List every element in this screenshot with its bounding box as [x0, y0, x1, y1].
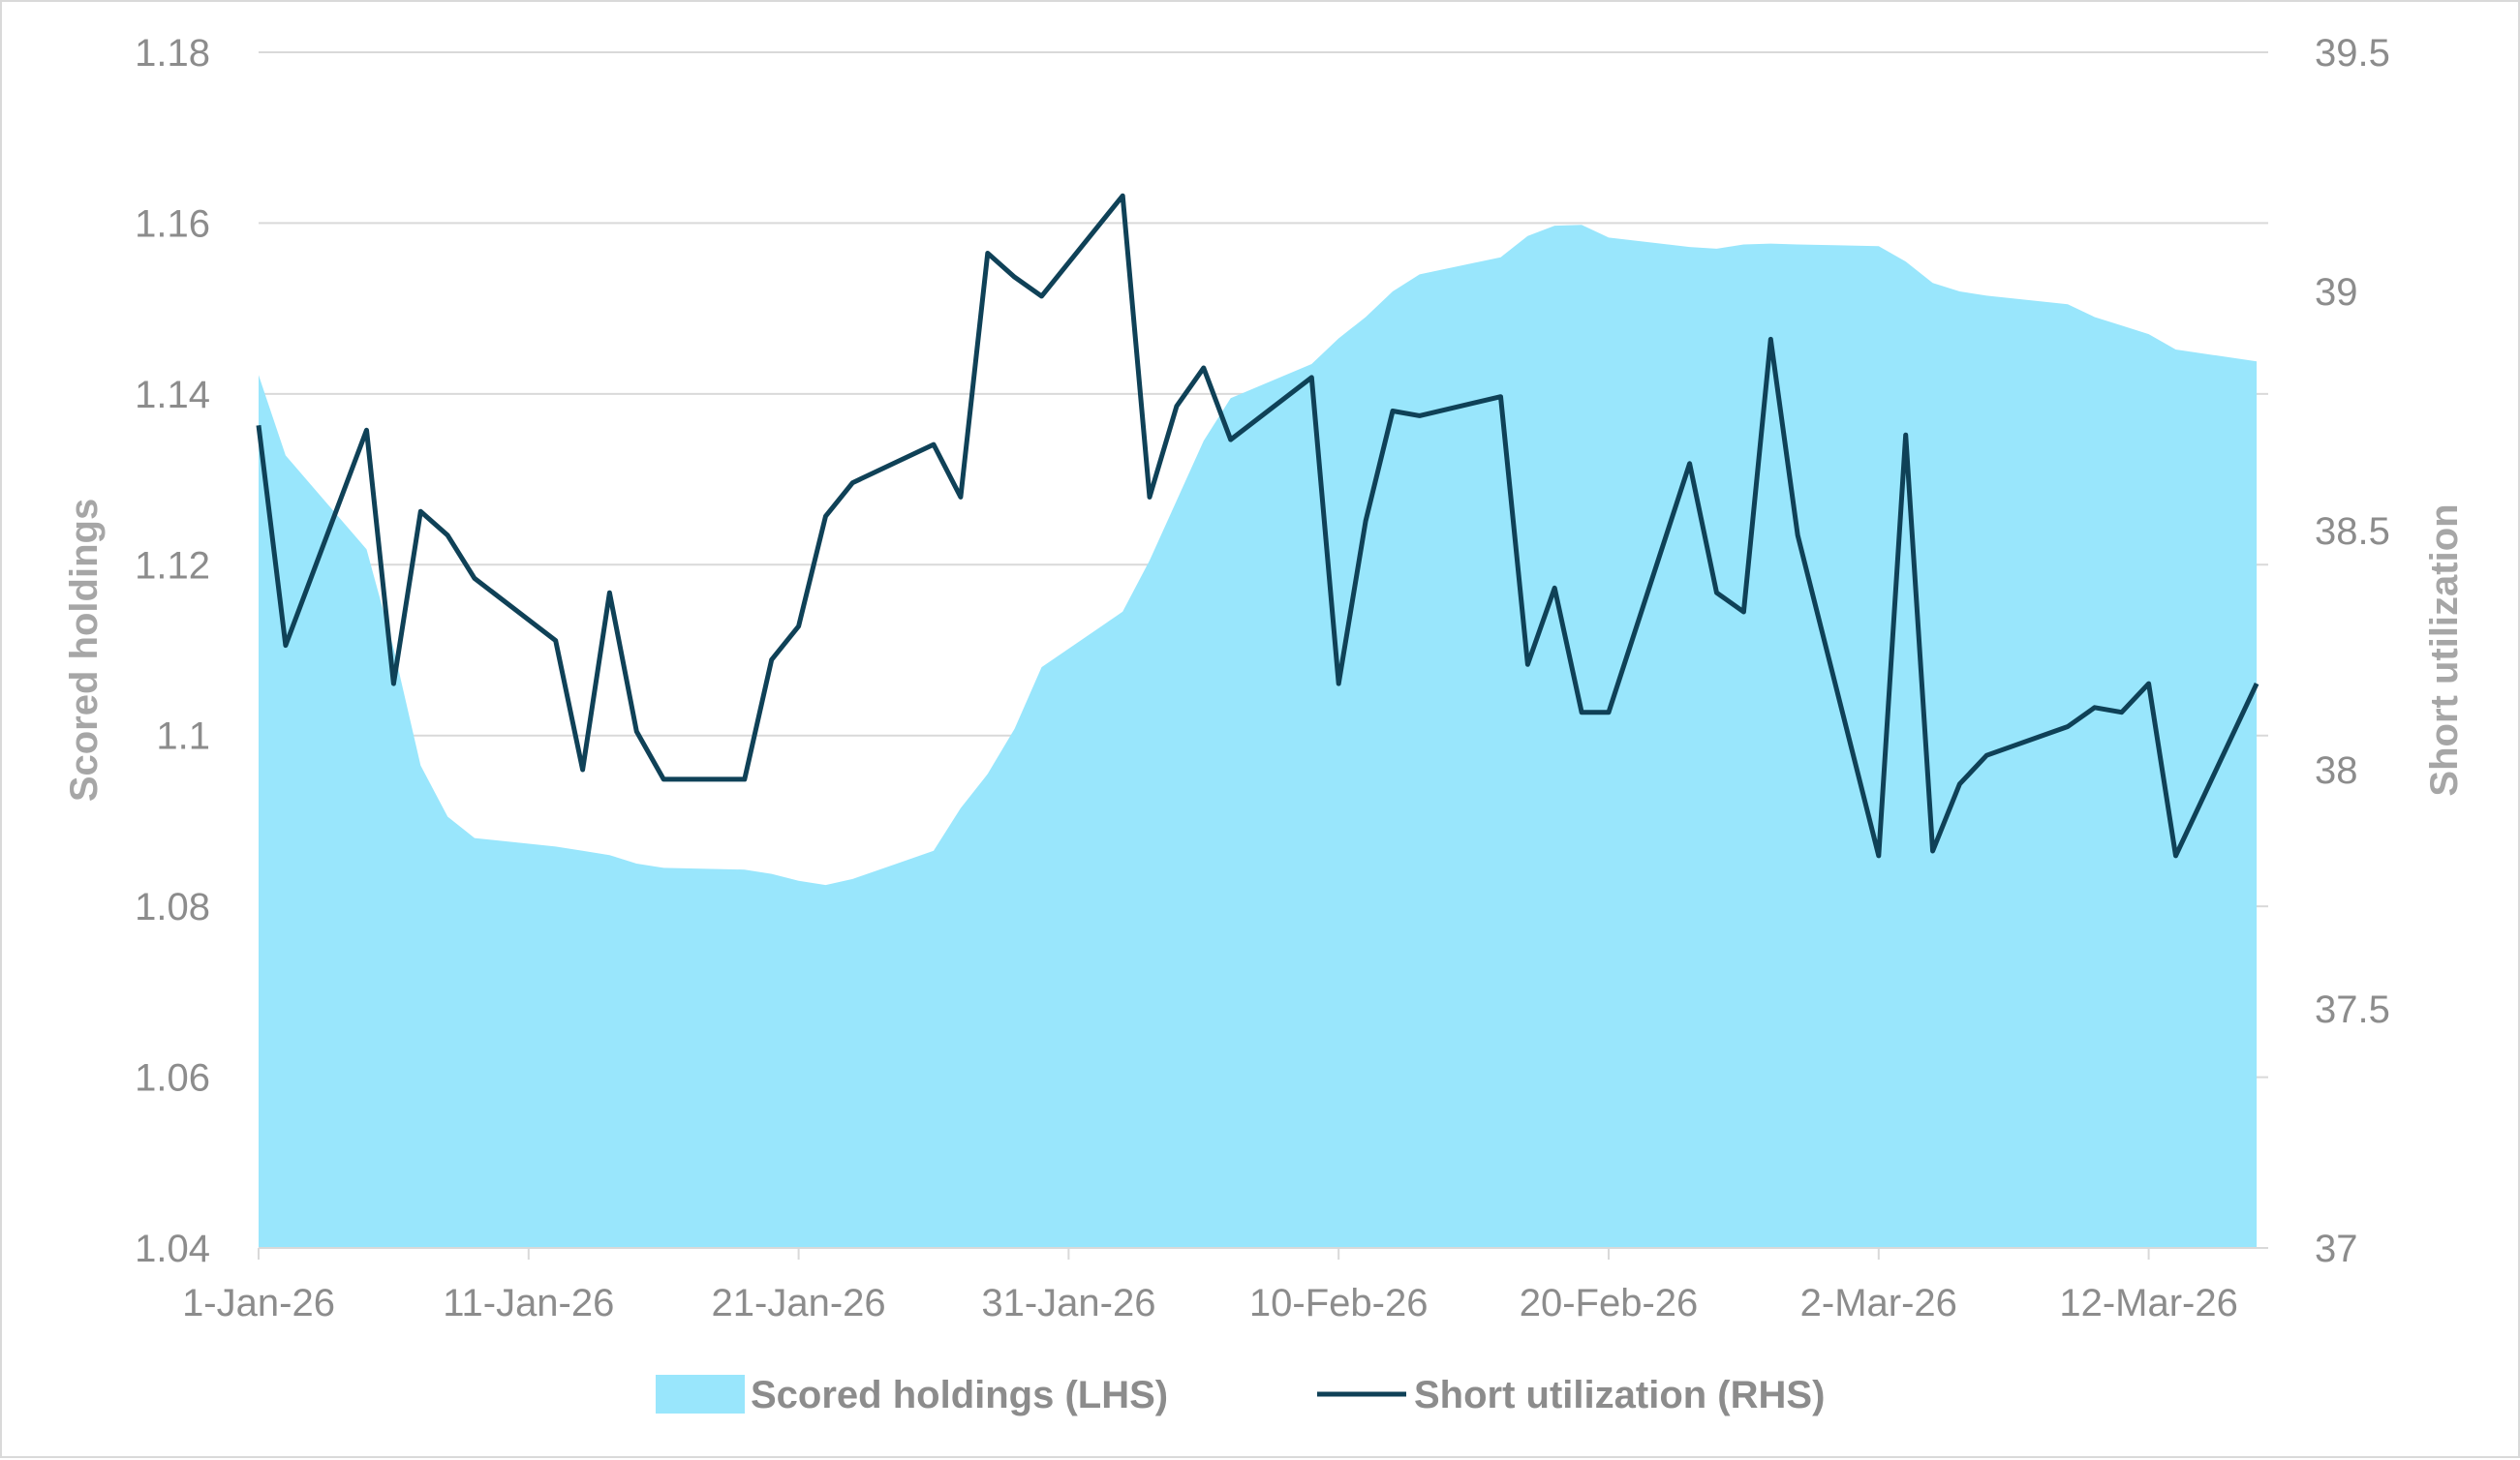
x-tick-label: 2-Mar-26 — [1800, 1282, 1957, 1324]
legend: Scored holdings (LHS) Short utilization … — [656, 1374, 1825, 1416]
y-axis-left-title: Scored holdings — [63, 499, 106, 802]
y-left-tick-label: 1.16 — [135, 202, 210, 245]
x-tick-label: 12-Mar-26 — [2059, 1282, 2238, 1324]
y-right-tick-label: 39 — [2315, 271, 2358, 314]
y-right-tick-label: 39.5 — [2315, 32, 2390, 75]
short-utilization-line — [256, 193, 2259, 859]
y-left-tick-label: 1.08 — [135, 886, 210, 928]
y-left-tick-label: 1.12 — [135, 544, 210, 587]
y-left-tick-label: 1.14 — [135, 374, 210, 416]
y-right-tick-label: 37.5 — [2315, 989, 2390, 1031]
x-tick-label: 1-Jan-26 — [182, 1282, 335, 1324]
y-right-tick-label: 38 — [2315, 749, 2358, 792]
x-tick-label: 10-Feb-26 — [1249, 1282, 1429, 1324]
legend-label-scored-holdings: Scored holdings (LHS) — [751, 1374, 1168, 1416]
y-left-tick-label: 1.06 — [135, 1057, 210, 1100]
short-utilization-line-layer — [256, 193, 2259, 859]
x-tick-label: 21-Jan-26 — [712, 1282, 886, 1324]
y-axis-right-title: Short utilization — [2423, 503, 2466, 796]
x-tick-label: 20-Feb-26 — [1520, 1282, 1699, 1324]
legend-swatch-scored-holdings — [656, 1375, 745, 1414]
axes: 1.04 1.06 1.08 1.1 1.12 1.14 1.16 1.18 37 37.5 38 3… — [135, 32, 2390, 1324]
x-tick-label: 11-Jan-26 — [443, 1282, 614, 1324]
y-left-tick-label: 1.18 — [135, 32, 210, 75]
y-right-tick-label: 38.5 — [2315, 510, 2390, 553]
legend-label-short-utilization: Short utilization (RHS) — [1414, 1374, 1825, 1416]
y-left-tick-label: 1.04 — [135, 1228, 210, 1270]
x-tick-label: 31-Jan-26 — [981, 1282, 1155, 1324]
y-left-tick-label: 1.1 — [156, 715, 210, 758]
y-right-tick-label: 37 — [2315, 1228, 2358, 1270]
